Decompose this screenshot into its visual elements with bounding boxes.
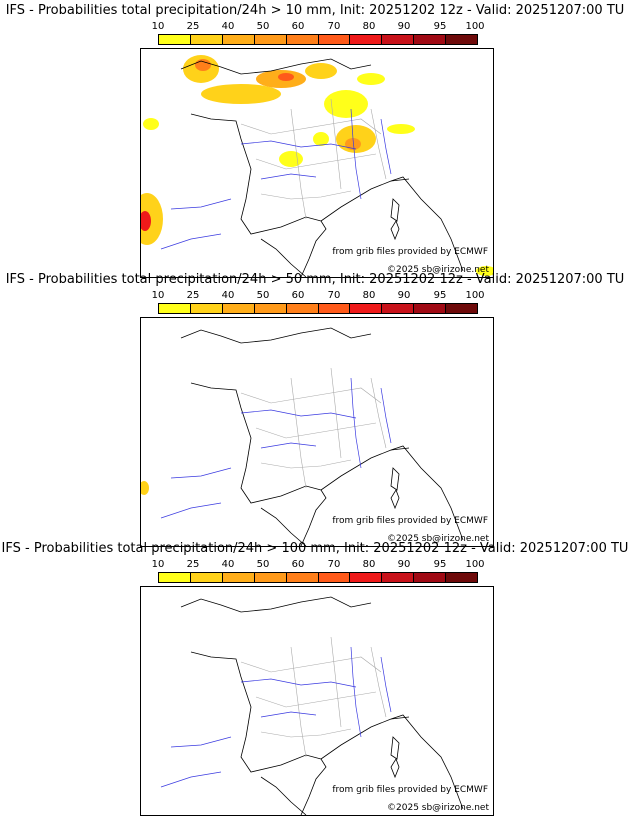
borders xyxy=(240,367,387,489)
colorbar-label: 80 xyxy=(362,21,376,32)
colorbar xyxy=(158,572,478,583)
colorbar-swatch xyxy=(222,35,255,44)
rivers xyxy=(160,377,392,519)
credit-copyright: ©2025 sb@irizone.net xyxy=(387,265,489,275)
colorbar-label: 90 xyxy=(397,21,411,32)
colorbar-swatch xyxy=(350,573,383,582)
colorbar-label: 50 xyxy=(256,559,270,570)
map-canvas xyxy=(141,327,464,546)
colorbar-swatch xyxy=(254,304,287,313)
panel-50mm: IFS - Probabilities total precipitation/… xyxy=(0,269,630,547)
panel-100mm: IFS - Probabilities total precipitation/… xyxy=(0,538,630,816)
colorbar-label: 100 xyxy=(465,290,485,301)
map-canvas xyxy=(160,596,464,815)
colorbar-swatch xyxy=(414,35,447,44)
colorbar-label: 80 xyxy=(362,290,376,301)
colorbar-swatch xyxy=(382,573,415,582)
colorbar-swatch xyxy=(254,35,287,44)
panel-title: IFS - Probabilities total precipitation/… xyxy=(5,272,625,287)
precip-shading xyxy=(141,481,149,495)
colorbar-label: 50 xyxy=(256,290,270,301)
colorbar-label: 70 xyxy=(327,290,341,301)
colorbar-label: 95 xyxy=(433,290,447,301)
colorbar-labels: 10 25 40 50 60 70 80 90 95 100 xyxy=(0,290,630,302)
colorbar-label: 60 xyxy=(291,559,305,570)
colorbar-label: 70 xyxy=(327,21,341,32)
credit-grib: from grib files provided by ECMWF xyxy=(332,516,488,526)
colorbar-labels: 10 25 40 50 60 70 80 90 95 100 xyxy=(0,559,630,571)
panel-10mm: IFS - Probabilities total precipitation/… xyxy=(0,0,630,278)
colorbar-label: 40 xyxy=(221,559,235,570)
colorbar-label: 95 xyxy=(433,559,447,570)
credit-grib: from grib files provided by ECMWF xyxy=(332,785,488,795)
colorbar-swatch xyxy=(414,573,447,582)
colorbar-label: 25 xyxy=(186,21,200,32)
colorbar-label: 10 xyxy=(151,21,165,32)
colorbar-swatch xyxy=(318,304,351,313)
colorbar-swatch xyxy=(286,304,319,313)
colorbar-label: 60 xyxy=(291,21,305,32)
map-frame: from grib files provided by ECMWF ©2025 … xyxy=(140,48,494,278)
colorbar-swatch xyxy=(446,304,478,313)
colorbar-swatch xyxy=(222,573,255,582)
colorbar-label: 90 xyxy=(397,290,411,301)
credit-copyright: ©2025 sb@irizone.net xyxy=(387,803,489,813)
colorbar-swatch xyxy=(159,573,191,582)
colorbar-swatch xyxy=(382,35,415,44)
map-frame: from grib files provided by ECMWF ©2025 … xyxy=(140,586,494,816)
colorbar-swatch xyxy=(318,35,351,44)
colorbar xyxy=(158,34,478,45)
colorbar-swatch xyxy=(286,573,319,582)
borders xyxy=(240,98,387,220)
colorbar-label: 95 xyxy=(433,21,447,32)
colorbar-swatch xyxy=(222,304,255,313)
colorbar-label: 25 xyxy=(186,290,200,301)
map-frame: from grib files provided by ECMWF ©2025 … xyxy=(140,317,494,547)
colorbar-swatch xyxy=(159,304,191,313)
colorbar-swatch xyxy=(350,35,383,44)
credit-grib: from grib files provided by ECMWF xyxy=(332,247,488,257)
colorbar-label: 10 xyxy=(151,559,165,570)
colorbar-swatch xyxy=(190,35,223,44)
colorbar-label: 100 xyxy=(465,21,485,32)
colorbar-label: 60 xyxy=(291,290,305,301)
colorbar-label: 25 xyxy=(186,559,200,570)
coastlines xyxy=(180,596,464,815)
colorbar-swatch xyxy=(286,35,319,44)
panel-title: IFS - Probabilities total precipitation/… xyxy=(5,3,625,18)
coastlines xyxy=(180,58,464,277)
colorbar-swatch xyxy=(382,304,415,313)
coastlines xyxy=(180,327,464,546)
colorbar-swatch xyxy=(190,573,223,582)
colorbar xyxy=(158,303,478,314)
colorbar-labels: 10 25 40 50 60 70 80 90 95 100 xyxy=(0,21,630,33)
precip-shading xyxy=(141,55,493,276)
colorbar-swatch xyxy=(159,35,191,44)
colorbar-label: 50 xyxy=(256,21,270,32)
panel-title: IFS - Probabilities total precipitation/… xyxy=(1,541,629,556)
colorbar-label: 40 xyxy=(221,290,235,301)
colorbar-swatch xyxy=(190,304,223,313)
colorbar-label: 40 xyxy=(221,21,235,32)
colorbar-label: 100 xyxy=(465,559,485,570)
borders xyxy=(240,636,387,758)
rivers xyxy=(160,646,392,788)
colorbar-swatch xyxy=(446,35,478,44)
colorbar-swatch xyxy=(414,304,447,313)
colorbar-swatch xyxy=(254,573,287,582)
colorbar-swatch xyxy=(446,573,478,582)
colorbar-label: 10 xyxy=(151,290,165,301)
colorbar-swatch xyxy=(318,573,351,582)
colorbar-label: 70 xyxy=(327,559,341,570)
colorbar-label: 90 xyxy=(397,559,411,570)
colorbar-swatch xyxy=(350,304,383,313)
map-canvas xyxy=(141,55,493,277)
rivers xyxy=(160,108,392,250)
credit-copyright: ©2025 sb@irizone.net xyxy=(387,534,489,544)
colorbar-label: 80 xyxy=(362,559,376,570)
